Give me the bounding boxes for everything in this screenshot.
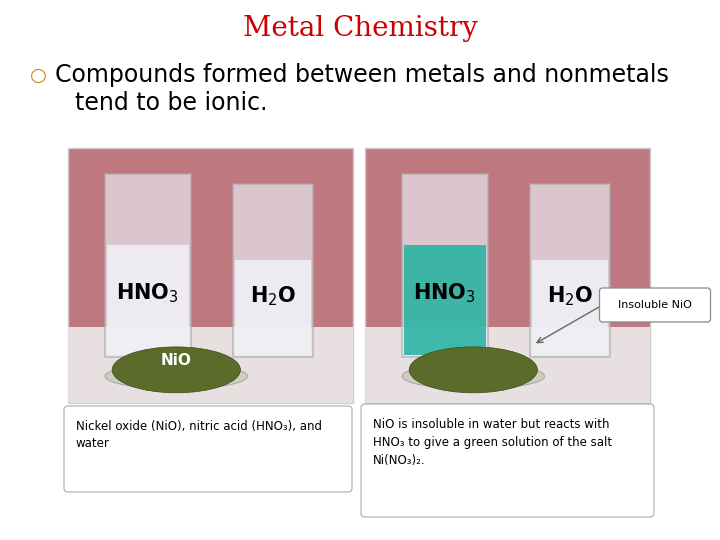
Text: Compounds formed between metals and nonmetals: Compounds formed between metals and nonm… — [55, 63, 669, 87]
Ellipse shape — [409, 347, 537, 393]
FancyBboxPatch shape — [68, 327, 353, 403]
FancyBboxPatch shape — [64, 406, 352, 492]
FancyBboxPatch shape — [68, 148, 353, 403]
Text: ○: ○ — [30, 65, 47, 84]
FancyBboxPatch shape — [107, 245, 189, 355]
FancyBboxPatch shape — [532, 260, 608, 355]
FancyBboxPatch shape — [233, 184, 313, 357]
FancyBboxPatch shape — [402, 173, 487, 357]
FancyBboxPatch shape — [600, 288, 711, 322]
FancyBboxPatch shape — [235, 260, 311, 355]
FancyBboxPatch shape — [404, 245, 485, 355]
FancyBboxPatch shape — [531, 184, 610, 357]
Text: H$_2$O: H$_2$O — [547, 285, 593, 308]
Text: NiO: NiO — [161, 353, 192, 368]
Text: Metal Chemistry: Metal Chemistry — [243, 15, 477, 42]
Text: tend to be ionic.: tend to be ionic. — [75, 91, 268, 115]
FancyBboxPatch shape — [105, 173, 191, 357]
Text: Insoluble NiO: Insoluble NiO — [618, 300, 692, 310]
Text: HNO$_3$: HNO$_3$ — [413, 281, 476, 305]
FancyBboxPatch shape — [365, 327, 650, 403]
FancyBboxPatch shape — [361, 404, 654, 517]
Ellipse shape — [112, 347, 240, 393]
Text: HNO$_3$: HNO$_3$ — [117, 281, 179, 305]
FancyBboxPatch shape — [365, 148, 650, 403]
Text: NiO is insoluble in water but reacts with
HNO₃ to give a green solution of the s: NiO is insoluble in water but reacts wit… — [373, 418, 612, 467]
Text: H$_2$O: H$_2$O — [250, 285, 297, 308]
Ellipse shape — [105, 363, 248, 389]
Text: Nickel oxide (NiO), nitric acid (HNO₃), and
water: Nickel oxide (NiO), nitric acid (HNO₃), … — [76, 420, 322, 450]
Ellipse shape — [402, 363, 544, 389]
